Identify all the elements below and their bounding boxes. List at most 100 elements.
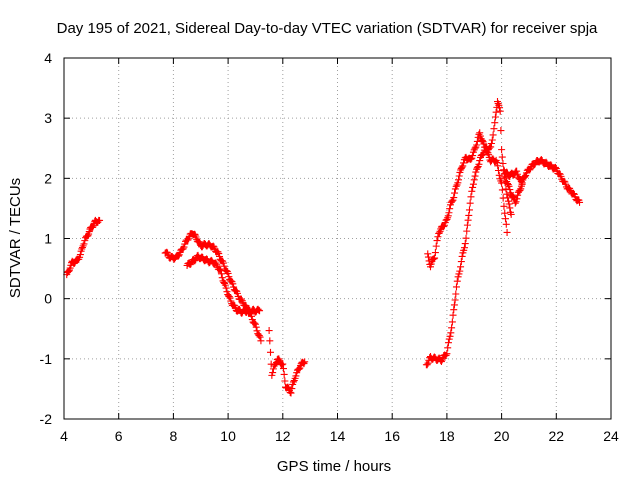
data-point — [453, 277, 461, 285]
data-point — [455, 172, 463, 180]
data-point — [424, 250, 432, 258]
y-axis-label: SDTVAR / TECUs — [7, 178, 24, 298]
data-point — [431, 249, 439, 257]
data-point — [65, 267, 73, 275]
data-point — [500, 202, 508, 210]
data-point — [286, 388, 294, 396]
data-point — [501, 209, 509, 217]
data-point — [430, 255, 438, 263]
data-point — [265, 327, 273, 335]
data-point — [281, 377, 289, 385]
data-point — [252, 323, 260, 331]
data-point — [481, 143, 489, 151]
data-point — [518, 180, 526, 188]
data-point — [468, 187, 476, 195]
data-point — [476, 157, 484, 165]
data-point — [506, 186, 514, 194]
data-point — [461, 240, 469, 248]
data-point — [454, 179, 462, 187]
chart-title: Day 195 of 2021, Sidereal Day-to-day VTE… — [57, 20, 598, 37]
data-point — [469, 152, 477, 160]
data-point — [284, 383, 292, 391]
data-point — [463, 221, 471, 229]
data-point — [498, 153, 506, 161]
data-point — [488, 136, 496, 144]
data-point — [498, 186, 506, 194]
data-point — [478, 137, 486, 145]
data-point — [81, 237, 89, 245]
data-point — [570, 190, 578, 198]
data-point — [490, 125, 498, 133]
data-point — [473, 141, 481, 149]
plot-frame — [63, 57, 612, 420]
data-point — [174, 252, 182, 260]
data-point — [496, 104, 504, 112]
data-segment — [422, 98, 515, 369]
data-point — [444, 212, 452, 220]
data-point — [443, 215, 451, 223]
data-point — [278, 361, 286, 369]
data-point — [491, 119, 499, 127]
data-point — [496, 107, 504, 115]
data-point — [513, 167, 521, 175]
data-point — [456, 267, 464, 275]
data-point — [84, 232, 92, 240]
data-point — [489, 131, 497, 139]
data-point — [509, 193, 517, 201]
data-point — [526, 166, 534, 174]
data-point — [478, 136, 486, 144]
data-point — [475, 130, 483, 138]
data-point — [457, 263, 465, 271]
data-point — [457, 258, 465, 266]
data-point — [451, 189, 459, 197]
grid — [64, 58, 611, 419]
data-point — [450, 194, 458, 202]
data-point — [449, 311, 457, 319]
data-point — [288, 385, 296, 393]
data-point — [423, 361, 431, 369]
data-point — [498, 179, 506, 187]
data-point — [469, 180, 477, 188]
data-point — [424, 359, 432, 367]
data-point — [442, 351, 450, 359]
data-point — [220, 262, 228, 270]
data-point — [292, 372, 300, 380]
data-point — [195, 238, 203, 246]
data-point — [505, 200, 513, 208]
data-point — [502, 215, 510, 223]
data-point — [287, 389, 295, 397]
data-point — [446, 332, 454, 340]
data-point — [503, 190, 511, 198]
data-point — [506, 204, 514, 212]
data-point — [289, 378, 297, 386]
data-point — [76, 251, 84, 259]
x-tick-label: 24 — [603, 428, 619, 444]
data-point — [576, 198, 584, 206]
data-point — [448, 318, 456, 326]
data-point — [78, 244, 86, 252]
data-segment — [424, 129, 511, 271]
data-point — [184, 236, 192, 244]
data-point — [476, 129, 484, 137]
data-point — [470, 176, 478, 184]
data-segment — [500, 156, 584, 207]
x-tick-label: 12 — [275, 428, 291, 444]
data-point — [224, 269, 232, 277]
data-point — [279, 360, 287, 368]
data-point — [499, 194, 507, 202]
data-point — [434, 233, 442, 241]
data-point — [552, 163, 560, 171]
data-point — [96, 216, 104, 224]
data-point — [452, 283, 460, 291]
data-point — [487, 139, 495, 147]
data-point — [505, 182, 513, 190]
data-segment — [500, 167, 526, 188]
data-point — [497, 127, 505, 135]
data-point — [513, 195, 521, 203]
data-segment — [183, 251, 264, 317]
data-point — [459, 162, 467, 170]
x-tick-label: 6 — [115, 428, 123, 444]
data-point — [440, 223, 448, 231]
data-point — [493, 158, 501, 166]
data-point — [494, 100, 502, 108]
